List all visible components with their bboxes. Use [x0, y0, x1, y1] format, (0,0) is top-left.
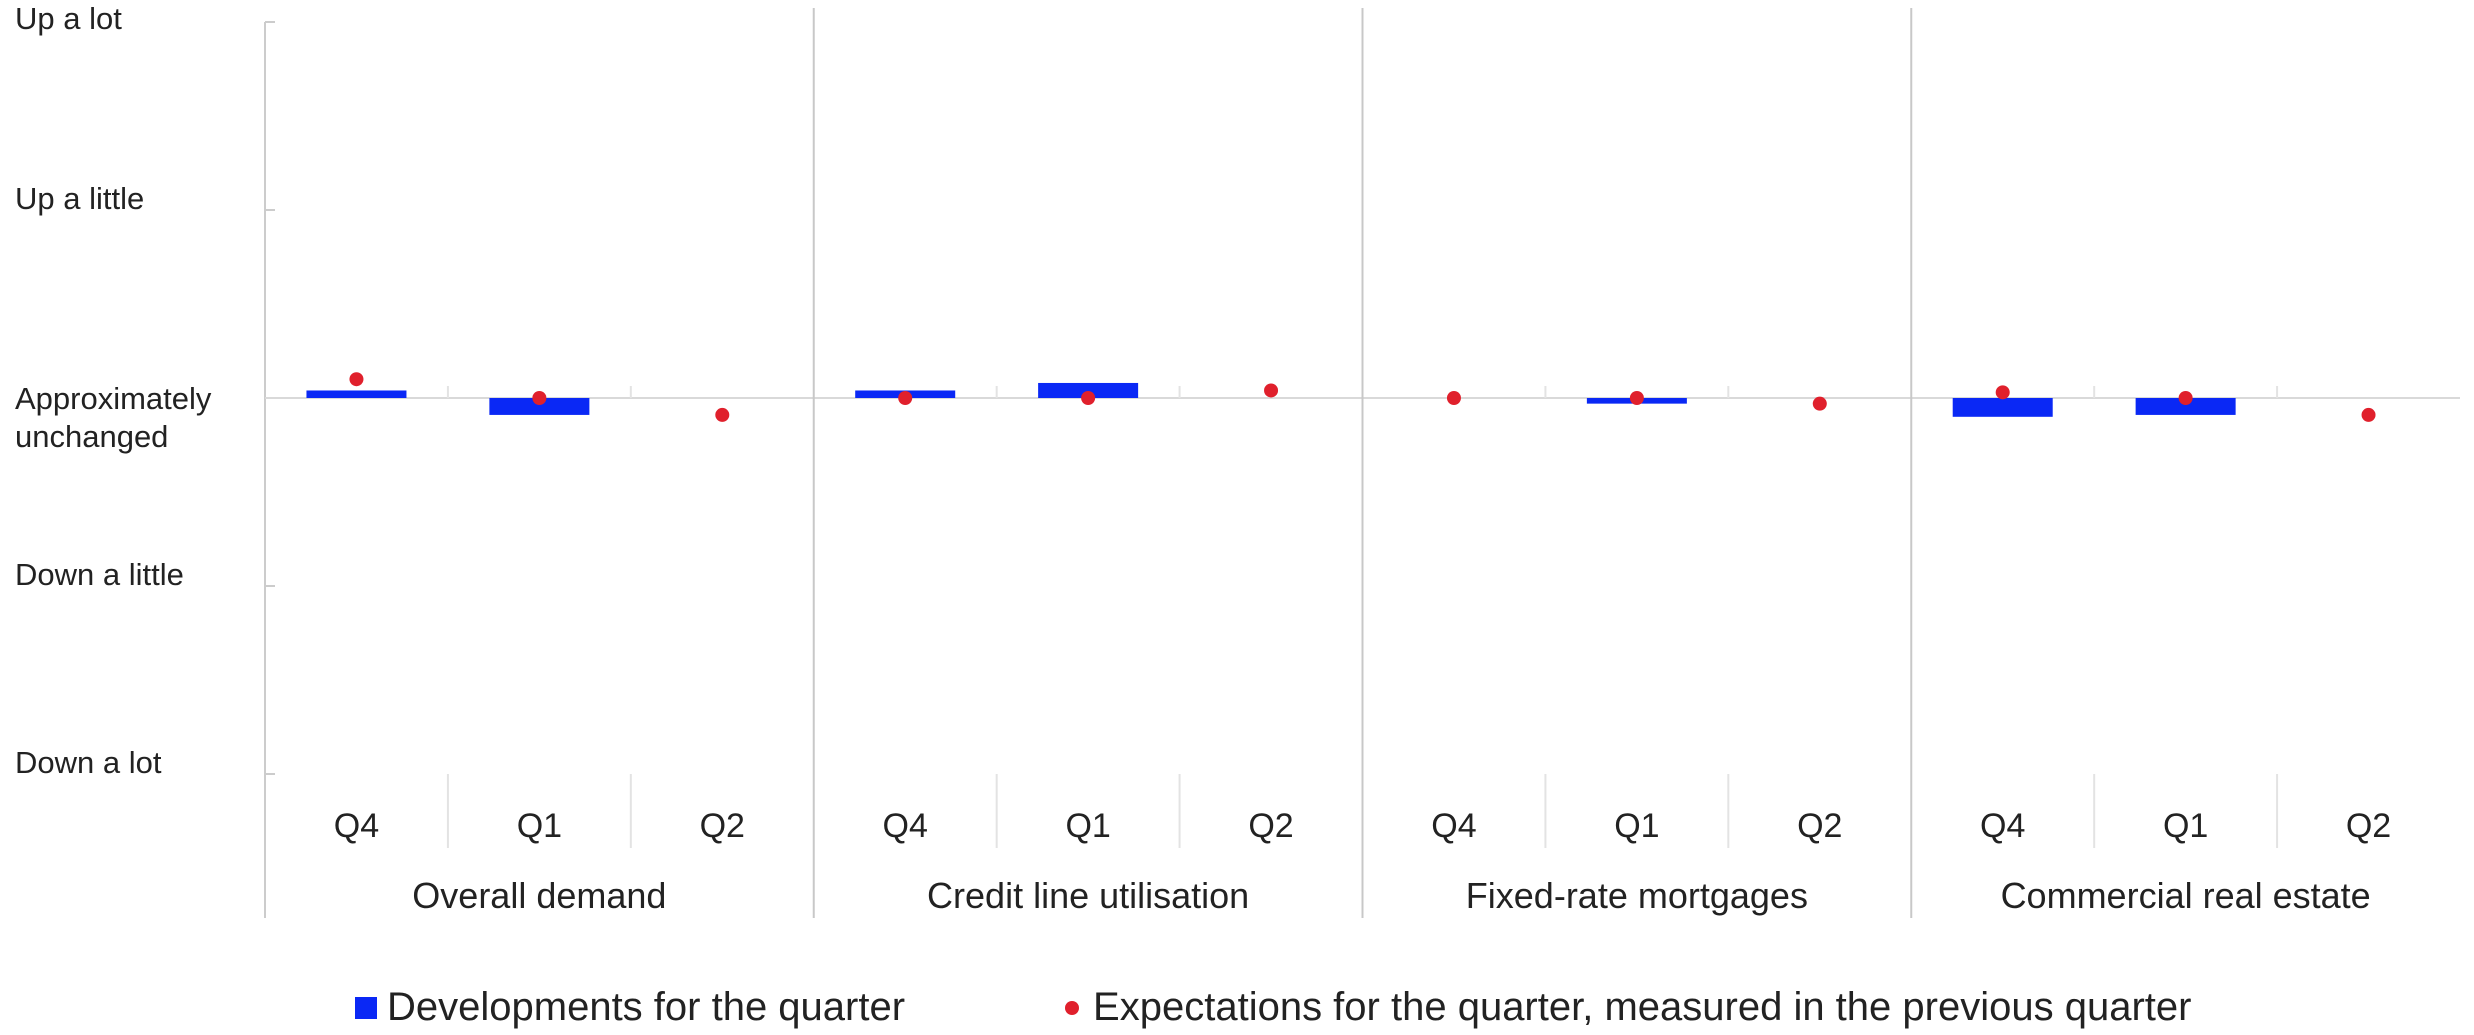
legend-item-expectations: Expectations for the quarter, measured i…: [1065, 985, 2191, 1030]
quarter-label: Q1: [2163, 807, 2208, 845]
development-bar: [2135, 398, 2236, 415]
legend-swatch-dot: [1065, 1000, 1080, 1015]
expectation-dot: [2178, 391, 2193, 405]
legend-swatch-bar: [355, 996, 377, 1019]
axes: [264, 8, 2460, 918]
expectation-dot: [349, 372, 364, 387]
quarter-label: Q4: [334, 807, 379, 845]
legend-item-developments: Developments for the quarter: [355, 985, 905, 1030]
group-label: Credit line utilisation: [927, 875, 1249, 916]
expectation-dot: [1812, 396, 1827, 411]
y-tick-label: Down a little: [15, 557, 184, 592]
expectation-dot: [1264, 383, 1279, 398]
expectation-dot: [532, 391, 547, 405]
y-tick-label: Up a lot: [15, 1, 122, 36]
group-label: Commercial real estate: [2001, 875, 2371, 916]
quarter-label: Q4: [1980, 807, 2025, 845]
quarter-label: Q2: [700, 807, 745, 845]
development-bar: [1038, 382, 1139, 398]
y-tick-label: Up a little: [15, 181, 144, 216]
group-label: Fixed-rate mortgages: [1466, 875, 1808, 916]
quarter-label: Q2: [1797, 807, 1842, 845]
expectation-dot: [2361, 407, 2376, 422]
development-bar: [489, 398, 590, 415]
quarter-label: Q1: [1065, 807, 1110, 845]
expectation-dot: [1629, 391, 1644, 405]
chart-labels: Up a lot Up a little Approximately unchange…: [15, 1, 2391, 916]
group-label: Overall demand: [412, 875, 666, 916]
quarter-label: Q4: [883, 807, 928, 845]
quarter-label: Q1: [517, 807, 562, 845]
chart-marks: [306, 372, 2376, 422]
y-tick-label: Approximately unchanged: [15, 381, 212, 454]
development-bar: [1952, 398, 2053, 417]
expectation-dot: [715, 407, 730, 422]
legend-label-developments: Developments for the quarter: [387, 985, 906, 1029]
legend: Developments for the quarter Expectation…: [355, 985, 2191, 1030]
quarter-label: Q1: [1614, 807, 1659, 845]
y-tick-label: Down a lot: [15, 745, 162, 780]
quarter-label: Q2: [1248, 807, 1293, 845]
legend-label-expectations: Expectations for the quarter, measured i…: [1093, 985, 2192, 1029]
quarter-label: Q4: [1431, 807, 1476, 845]
expectation-dot: [1995, 385, 2010, 400]
expectation-dot: [1446, 391, 1461, 405]
expectation-dot: [898, 391, 913, 405]
quarter-label: Q2: [2346, 807, 2391, 845]
chart: Up a lot Up a little Approximately unchange…: [15, 1, 2460, 918]
expectation-dot: [1081, 391, 1096, 405]
development-bar: [306, 390, 407, 398]
